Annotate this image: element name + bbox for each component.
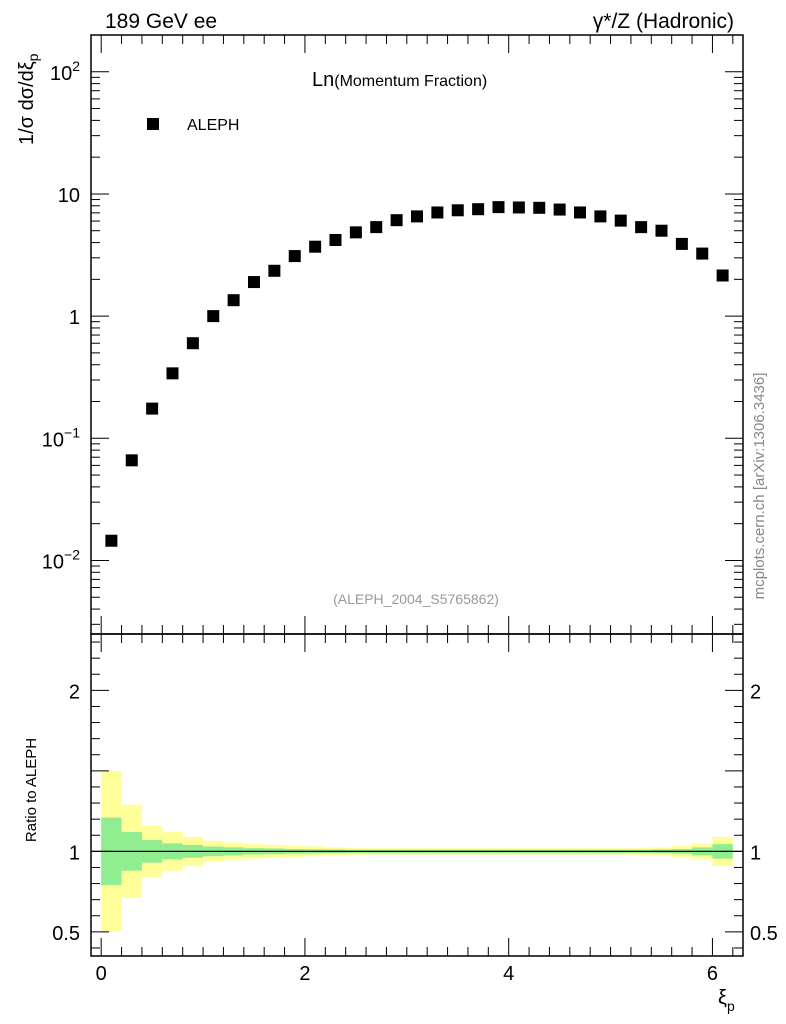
ratio-y-tick-label-right: 1 [750,842,761,864]
x-tick-label: 6 [707,963,718,985]
x-axis-label-main: ξ [718,987,727,1009]
data-point [268,264,281,277]
data-point [696,247,709,260]
data-point [227,294,240,307]
data-point [390,214,403,227]
data-point [349,226,362,239]
y-tick-label: 10−2 [42,546,80,573]
data-point [451,204,464,217]
ratio-axis-ticks: 0.5 0.5 1 1 2 2 0 2 4 6 [52,634,778,985]
header-right-label: γ*/Z (Hadronic) [593,10,734,33]
data-point [370,221,383,234]
main-y-axis-label: 1/σ dσ/dξp [16,53,41,145]
data-point [105,534,118,547]
data-point [675,237,688,250]
y-tick-label: 102 [50,58,80,85]
data-point [288,250,301,263]
x-tick-label: 2 [299,963,310,985]
data-point [207,310,220,323]
data-point [411,210,423,223]
header-left-label: 189 GeV ee [105,10,217,33]
legend-label-aleph: ALEPH [187,117,239,134]
chart-title: Ln(Momentum Fraction) [312,69,487,91]
main-y-axis-label-sub: p [25,53,41,61]
data-point [248,276,260,289]
chart-title-main: Ln [312,69,334,91]
data-point [186,337,199,350]
data-point [533,201,546,214]
data-point [309,240,322,253]
ratio-bands [91,770,743,932]
data-point [512,201,525,214]
data-point [716,269,729,282]
x-axis-label-sub: p [727,998,735,1014]
y-tick-label: 10 [58,185,80,207]
y-tick-label: 10−1 [42,424,80,451]
x-axis-label: ξp [718,987,735,1014]
data-point [655,224,668,237]
data-point [635,221,648,234]
chart-title-sub: (Momentum Fraction) [334,73,487,90]
plot-frames [90,34,744,957]
main-y-axis-label-main: 1/σ dσ/dξ [16,61,38,145]
ratio-y-tick-label-left: 1 [69,842,80,864]
ratio-y-axis-label: Ratio to ALEPH [23,738,40,842]
data-point [431,206,444,219]
data-point [614,214,627,227]
y-tick-label: 1 [69,307,80,329]
data-point [492,201,505,214]
data-point [146,402,159,415]
analysis-id-label: (ALEPH_2004_S5765862) [333,591,499,607]
main-data-points [105,201,729,547]
data-point [329,233,342,246]
x-tick-label: 4 [503,963,514,985]
data-point [125,454,138,467]
x-tick-label: 0 [96,963,107,985]
data-point [574,206,586,219]
ratio-y-tick-label-left: 0.5 [52,923,80,945]
ratio-y-tick-label-left: 2 [69,681,80,703]
main-axis-ticks: 10−2 10−1 1 10 102 [42,34,743,634]
data-point [166,367,179,380]
legend-marker-aleph [147,118,159,130]
source-side-label: mcplots.cern.ch [arXiv:1306.3436] [751,373,768,600]
data-point [594,210,607,223]
data-point [553,203,566,216]
ratio-y-tick-label-right: 2 [750,681,761,703]
ratio-plot-frame [90,633,744,957]
data-point [472,203,485,216]
ratio-y-tick-label-right: 0.5 [750,923,778,945]
